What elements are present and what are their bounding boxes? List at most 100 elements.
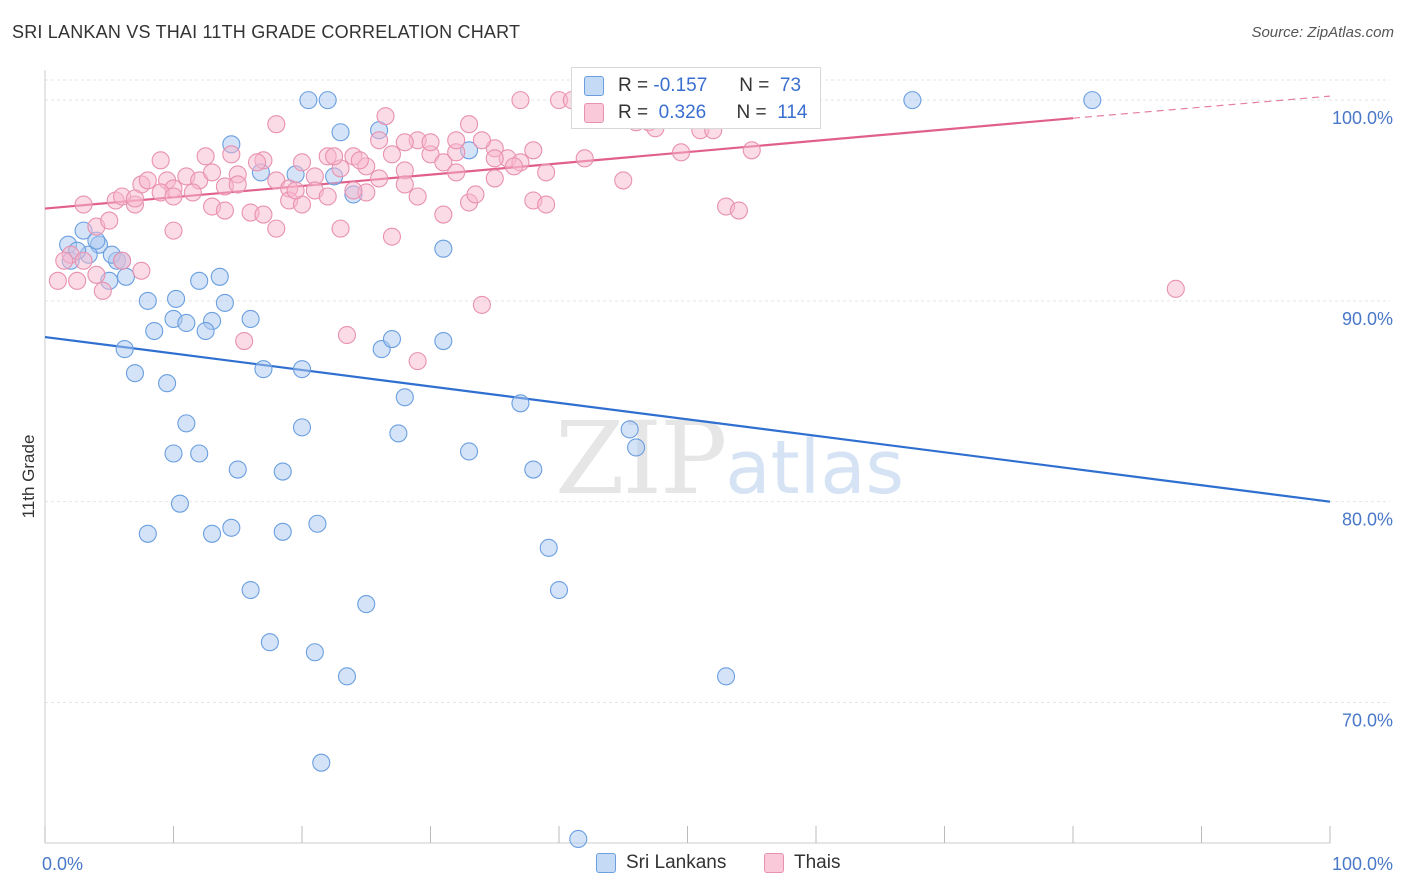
- thais-point: [215, 201, 234, 220]
- stats-row-sri-lankans: R = -0.157 N = 73: [584, 73, 801, 99]
- stats-row-thais: R = 0.326 N = 114: [584, 100, 807, 126]
- sri-lankans-point: [158, 374, 177, 393]
- thais-point: [370, 169, 389, 188]
- legend-swatch-thais: [764, 853, 784, 873]
- thais-point: [55, 251, 74, 270]
- thais-point: [138, 171, 157, 190]
- thais-point: [350, 151, 369, 170]
- thais-point: [729, 201, 748, 220]
- thais-point: [68, 271, 87, 290]
- thais-point: [132, 261, 151, 280]
- thais-point: [222, 145, 241, 164]
- thais-point: [466, 185, 485, 204]
- sri-lankans-point: [382, 329, 402, 349]
- sri-lankans-r-value: -0.157: [653, 75, 708, 96]
- sri-lankans-point: [292, 418, 312, 437]
- sri-lankans-point: [254, 360, 273, 379]
- thais-point: [395, 175, 414, 194]
- sri-lankans-point: [389, 424, 408, 443]
- thais-point: [267, 115, 286, 134]
- sri-lankans-point: [138, 291, 157, 310]
- y-tick-label: 80.0%: [1342, 510, 1393, 530]
- sri-lankans-point: [273, 462, 292, 481]
- sri-lankans-point: [260, 633, 279, 652]
- sri-lankans-n-value: 73: [779, 75, 802, 96]
- thais-point: [1166, 279, 1185, 298]
- thais-point: [93, 281, 112, 300]
- thais-point: [485, 169, 504, 188]
- sri-lankans-point: [210, 267, 229, 286]
- sri-lankans-point: [627, 438, 646, 457]
- sri-lankans-point: [116, 267, 136, 286]
- thais-point: [286, 181, 305, 200]
- thais-point: [235, 332, 254, 351]
- thais-point: [125, 189, 144, 208]
- thais-point: [292, 153, 312, 172]
- thais-point: [421, 133, 440, 152]
- thais-point: [48, 271, 67, 290]
- sri-lankans-point: [190, 271, 209, 290]
- sri-lankans-point: [331, 123, 350, 142]
- thais-point: [337, 325, 357, 345]
- thais-point: [376, 107, 395, 126]
- watermark-atlas: atlas: [725, 425, 905, 511]
- thais-point: [511, 91, 530, 110]
- sri-lankans-point: [125, 364, 144, 383]
- thais-point: [370, 131, 389, 150]
- sri-lankans-point: [318, 91, 337, 110]
- thais-point: [164, 187, 183, 206]
- thais-r-value: 0.326: [658, 102, 707, 123]
- thais-point: [434, 205, 453, 224]
- thais-swatch: [584, 103, 604, 123]
- sri-lankans-point: [222, 518, 241, 537]
- sri-lankans-point: [145, 321, 164, 341]
- thais-point: [247, 153, 267, 172]
- sri-lankans-point: [395, 388, 414, 407]
- thais-point: [575, 149, 594, 168]
- y-tick-label: 70.0%: [1342, 710, 1393, 730]
- legend-swatch-sri-lankans: [596, 853, 616, 873]
- thais-point: [382, 145, 402, 164]
- thais-point: [434, 153, 453, 172]
- thais-point: [113, 251, 132, 270]
- thais-point: [87, 265, 106, 284]
- y-tick-label: 100.0%: [1332, 108, 1393, 128]
- thais-trend-extension: [1072, 95, 1331, 119]
- sri-lankans-point: [569, 829, 588, 849]
- sri-lankans-point: [228, 460, 247, 479]
- sri-lankans-point: [138, 524, 157, 543]
- watermark: ZIPatlas: [555, 400, 904, 517]
- sri-lankans-point: [170, 494, 189, 513]
- sri-lankans-point: [292, 360, 312, 379]
- thais-point: [267, 171, 286, 190]
- thais-point: [472, 295, 491, 314]
- thais-point: [331, 219, 350, 238]
- thais-point: [344, 181, 363, 200]
- y-axis-label: 11th Grade: [19, 435, 38, 519]
- sri-lankans-point: [177, 414, 196, 433]
- thais-point: [183, 183, 202, 202]
- thais-trend-line: [44, 117, 1074, 210]
- sri-lankans-point: [308, 514, 327, 533]
- sri-lankans-point: [459, 442, 479, 461]
- sri-lankans-point: [312, 753, 331, 772]
- thais-point: [74, 251, 93, 270]
- sri-lankans-point: [434, 239, 453, 258]
- legend-item-sri-lankans[interactable]: Sri Lankans: [596, 852, 726, 874]
- sri-lankans-swatch: [584, 76, 604, 96]
- y-tick-label: 90.0%: [1342, 309, 1393, 329]
- sri-lankans-point: [549, 580, 569, 600]
- thais-point: [318, 187, 337, 206]
- thais-point: [382, 227, 402, 246]
- sri-lankans-point: [241, 309, 260, 329]
- thais-point: [100, 211, 119, 230]
- thais-point: [325, 147, 344, 166]
- legend-item-thais[interactable]: Thais: [764, 852, 840, 874]
- thais-point: [614, 171, 633, 190]
- thais-point: [537, 195, 556, 214]
- sri-lankans-point: [1083, 91, 1102, 110]
- thais-n-label: N =: [736, 102, 767, 123]
- sri-lankans-point: [620, 420, 639, 439]
- thais-point: [228, 175, 247, 194]
